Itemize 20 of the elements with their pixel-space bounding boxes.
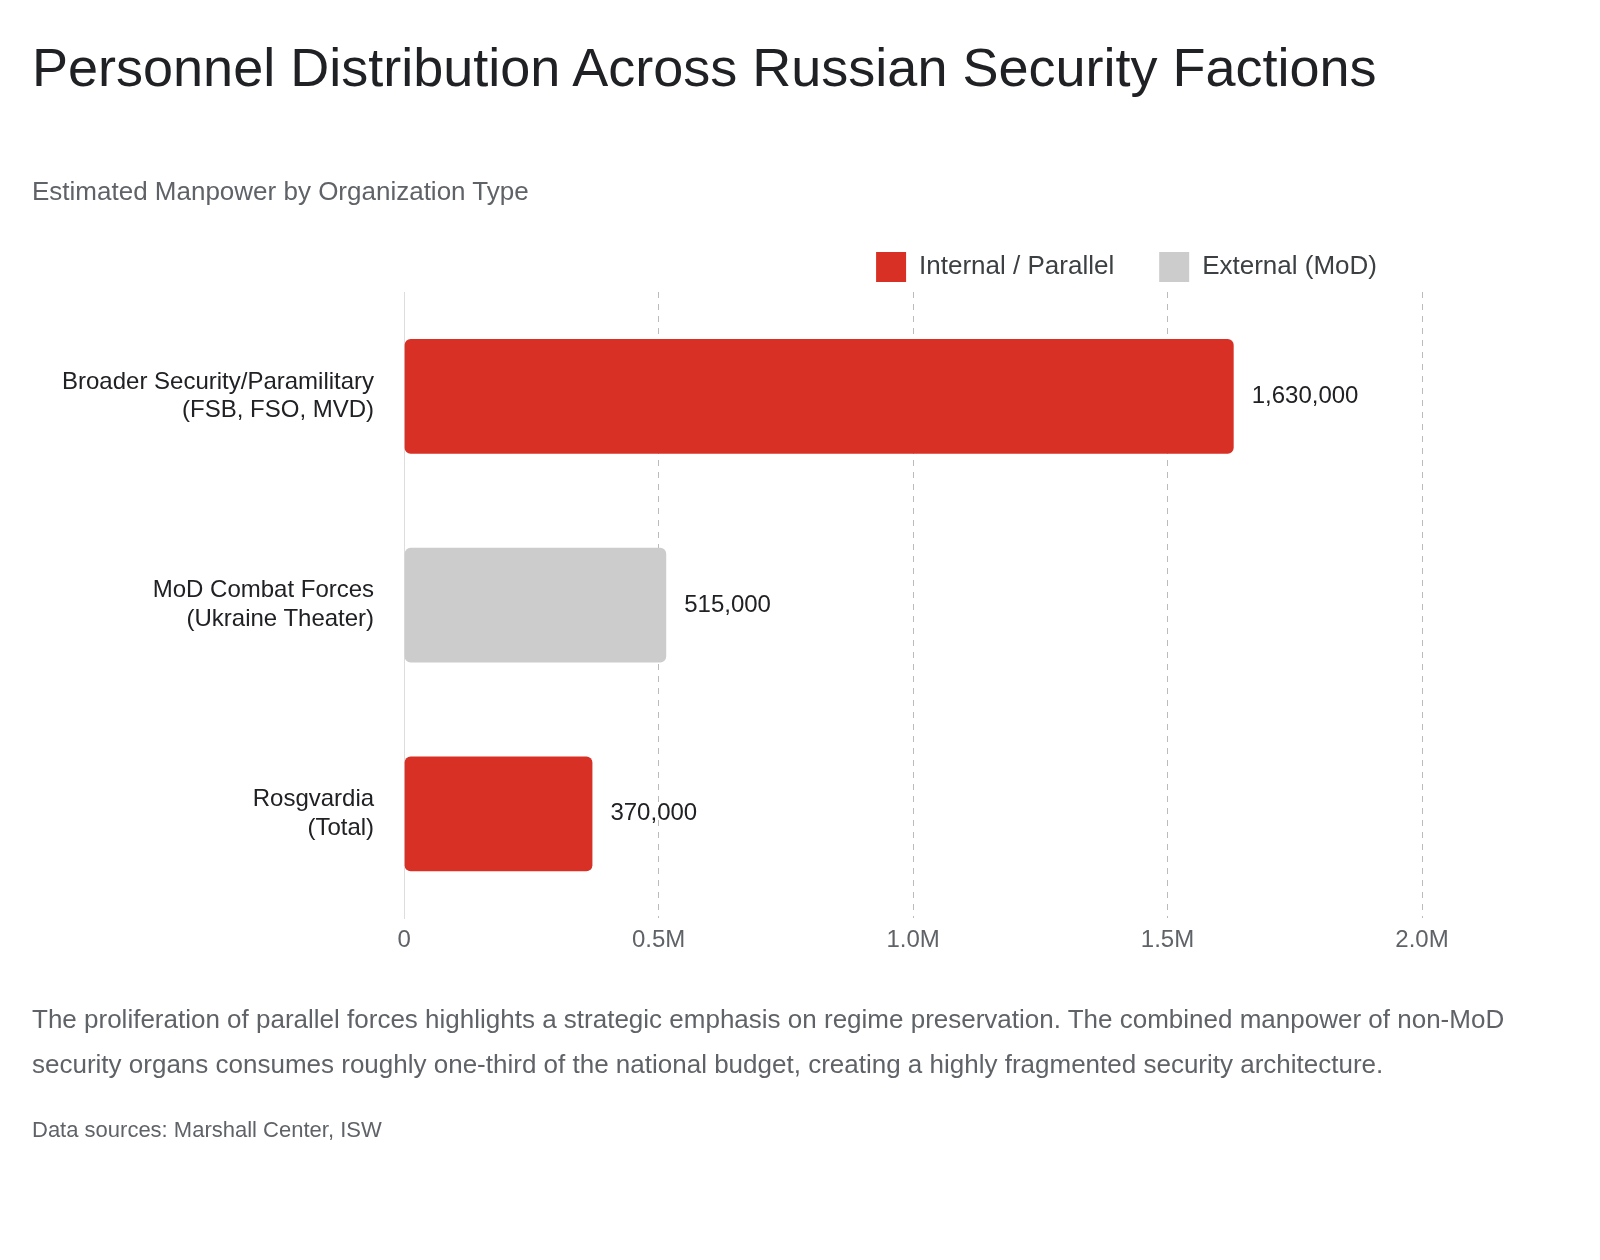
text: Data sources: Marshall Center, ISW — [32, 1117, 383, 1143]
x-tick-label: 1.0M — [886, 925, 940, 953]
x-tick-label: 0.5M — [631, 925, 686, 953]
y-tick-label: MoD Combat Forces (Ukraine Theater) — [152, 575, 375, 632]
x-tick-label: 1.5M — [1140, 925, 1195, 953]
bar — [404, 338, 1234, 454]
bar — [404, 756, 593, 872]
data-label: 1,630,000 — [1251, 380, 1359, 408]
legend-label: Internal / Parallel — [919, 250, 1115, 281]
chart-subtitle: Estimated Manpower by Organization Type — [32, 176, 530, 207]
x-tick-label: 0 — [397, 925, 411, 953]
bar — [404, 547, 667, 663]
legend-label: External (MoD) — [1202, 250, 1378, 281]
y-tick-label: Broader Security/Paramilitary (FSB, FSO, MVD) — [62, 366, 375, 423]
chart-title: Personnel Distribution Across Russian Security Factions — [32, 36, 1378, 98]
data-label: 515,000 — [684, 589, 771, 617]
data-label: 370,000 — [610, 798, 698, 826]
text: The proliferation of parallel forces highlights a strategic emphasis on regime preservation. The combined manpower of non-MoD security organs consumes roughly one-third of the national budget, creating a highly fragmented security architecture. — [32, 1003, 1506, 1081]
x-tick-label: 2.0M — [1395, 925, 1449, 953]
y-tick-label: Rosgvardia (Total) — [252, 784, 375, 840]
